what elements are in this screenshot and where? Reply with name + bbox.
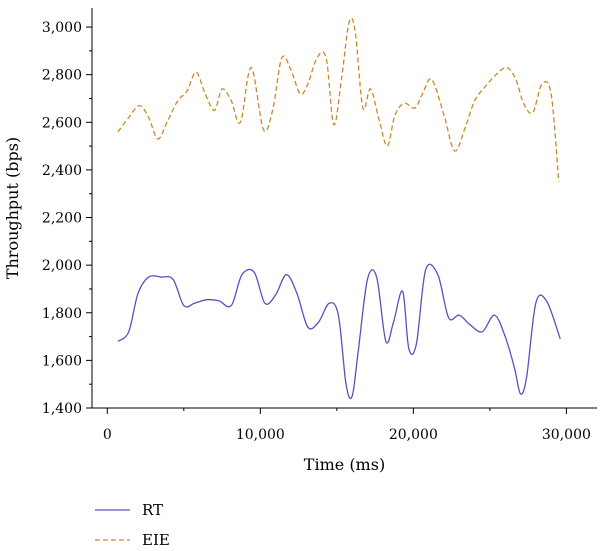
legend-label-rt: RT [142,501,163,519]
x-axis-ticks: 0 10,000 20,000 30,000 [103,408,591,443]
y-tick-label: 2,000 [42,258,82,274]
y-tick-label: 2,400 [42,163,82,179]
y-tick-label: 1,400 [42,401,82,417]
y-tick-label: 2,800 [42,68,82,84]
y-tick-label: 2,600 [42,115,82,131]
y-axis-ticks: 1,400 1,600 1,800 2,000 2,200 2,400 2,600 2,800… [42,20,92,417]
axes [91,8,597,409]
x-tick-label: 30,000 [542,427,591,443]
series-line-eie [117,17,560,182]
x-tick-label: 10,000 [236,427,285,443]
x-axis-title: Time (ms) [304,455,385,474]
y-tick-label: 3,000 [42,20,82,36]
y-tick-label: 1,800 [42,306,82,322]
y-axis-title: Throughput (bps) [3,137,22,279]
series-layer [117,17,561,400]
x-tick-label: 20,000 [389,427,438,443]
y-tick-label: 1,600 [42,353,82,369]
legend-label-eie: EIE [142,531,170,549]
series-line-rt [117,263,561,400]
x-tick-label: 0 [103,427,112,443]
legend: RT EIE [95,501,170,549]
y-tick-label: 2,200 [42,211,82,227]
